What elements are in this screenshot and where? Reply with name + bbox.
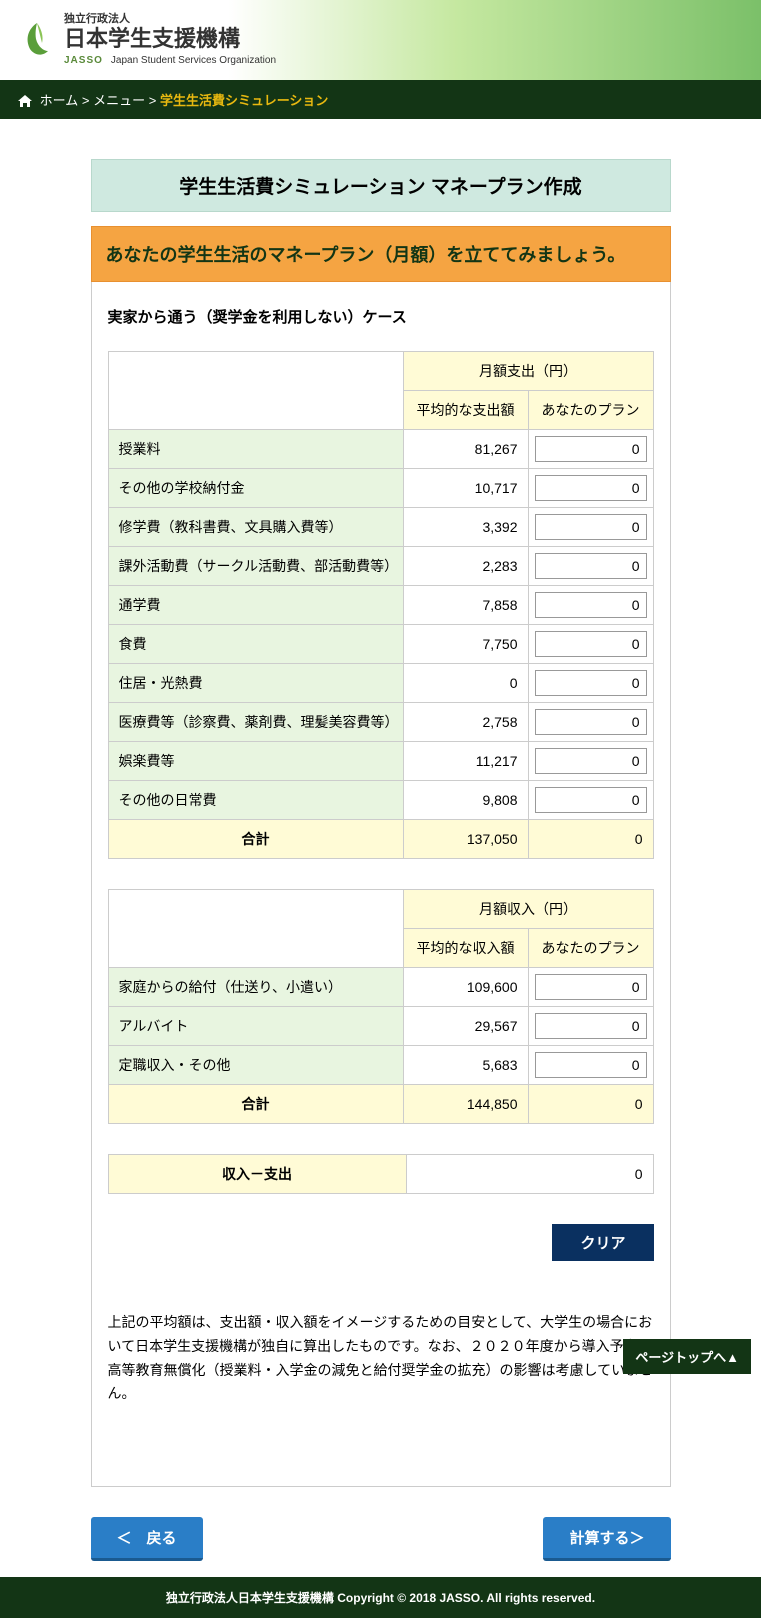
- logo[interactable]: 独立行政法人 日本学生支援機構 JASSO Japan Student Serv…: [20, 13, 276, 67]
- header: 独立行政法人 日本学生支援機構 JASSO Japan Student Serv…: [0, 0, 761, 80]
- org-small: 独立行政法人: [64, 13, 276, 26]
- expense-plan-input[interactable]: [535, 748, 647, 774]
- income-table: 月額収入（円） 平均的な収入額 あなたのプラン 家庭からの給付（仕送り、小遣い）…: [108, 889, 654, 1124]
- income-row-plan-cell: [528, 968, 653, 1007]
- income-total-label: 合計: [108, 1085, 403, 1124]
- main-content: 実家から通う（奨学金を利用しない）ケース 月額支出（円） 平均的な支出額 あなた…: [91, 282, 671, 1487]
- income-row-label: 家庭からの給付（仕送り、小遣い）: [108, 968, 403, 1007]
- expense-row-avg: 7,858: [403, 586, 528, 625]
- breadcrumb: ホーム > メニュー > 学生生活費シミュレーション: [0, 80, 761, 119]
- income-header-plan: あなたのプラン: [528, 929, 653, 968]
- income-row-plan-cell: [528, 1046, 653, 1085]
- expense-table: 月額支出（円） 平均的な支出額 あなたのプラン 授業料81,267その他の学校納…: [108, 351, 654, 859]
- expense-plan-input[interactable]: [535, 709, 647, 735]
- expense-row-avg: 3,392: [403, 508, 528, 547]
- expense-row-avg: 81,267: [403, 430, 528, 469]
- income-row-plan-cell: [528, 1007, 653, 1046]
- expense-plan-input[interactable]: [535, 436, 647, 462]
- logo-mark-icon: [20, 21, 54, 59]
- expense-header-avg: 平均的な支出額: [403, 391, 528, 430]
- case-label: 実家から通う（奨学金を利用しない）ケース: [108, 306, 654, 327]
- page-top-button[interactable]: ページトップへ▲: [623, 1339, 751, 1374]
- expense-plan-input[interactable]: [535, 553, 647, 579]
- expense-plan-input[interactable]: [535, 631, 647, 657]
- expense-row-plan-cell: [528, 703, 653, 742]
- expense-plan-input[interactable]: [535, 592, 647, 618]
- income-plan-input[interactable]: [535, 974, 647, 1000]
- expense-row-plan-cell: [528, 469, 653, 508]
- expense-row-avg: 0: [403, 664, 528, 703]
- expense-row-label: 通学費: [108, 586, 403, 625]
- expense-plan-input[interactable]: [535, 475, 647, 501]
- income-header-span: 月額収入（円）: [403, 890, 653, 929]
- expense-row-avg: 10,717: [403, 469, 528, 508]
- expense-total-avg: 137,050: [403, 820, 528, 859]
- expense-row-label: 課外活動費（サークル活動費、部活動費等）: [108, 547, 403, 586]
- expense-plan-input[interactable]: [535, 787, 647, 813]
- expense-row-avg: 2,283: [403, 547, 528, 586]
- expense-row-plan-cell: [528, 625, 653, 664]
- income-row-label: 定職収入・その他: [108, 1046, 403, 1085]
- breadcrumb-menu[interactable]: メニュー: [93, 93, 145, 108]
- expense-row-label: その他の日常費: [108, 781, 403, 820]
- expense-plan-input[interactable]: [535, 670, 647, 696]
- calc-button[interactable]: 計算する＞: [543, 1517, 670, 1561]
- note-text: 上記の平均額は、支出額・収入額をイメージするための目安として、大学生の場合におい…: [108, 1311, 654, 1406]
- page-title: 学生生活費シミュレーション マネープラン作成: [91, 159, 671, 212]
- expense-row-label: 医療費等（診察費、薬剤費、理髪美容費等）: [108, 703, 403, 742]
- expense-row-avg: 2,758: [403, 703, 528, 742]
- expense-row-plan-cell: [528, 508, 653, 547]
- breadcrumb-home[interactable]: ホーム: [40, 93, 79, 108]
- income-header-avg: 平均的な収入額: [403, 929, 528, 968]
- income-row-avg: 5,683: [403, 1046, 528, 1085]
- expense-row-avg: 9,808: [403, 781, 528, 820]
- expense-row-plan-cell: [528, 430, 653, 469]
- expense-row-plan-cell: [528, 781, 653, 820]
- expense-row-label: 住居・光熱費: [108, 664, 403, 703]
- back-button[interactable]: ＜ 戻る: [91, 1517, 203, 1561]
- expense-row-label: 授業料: [108, 430, 403, 469]
- income-row-avg: 109,600: [403, 968, 528, 1007]
- footer: 独立行政法人日本学生支援機構 Copyright © 2018 JASSO. A…: [0, 1577, 761, 1618]
- clear-button[interactable]: クリア: [552, 1224, 653, 1261]
- balance-value: 0: [406, 1155, 653, 1194]
- income-row-avg: 29,567: [403, 1007, 528, 1046]
- income-plan-input[interactable]: [535, 1052, 647, 1078]
- balance-table: 収入－支出 0: [108, 1154, 654, 1194]
- expense-row-label: その他の学校納付金: [108, 469, 403, 508]
- expense-row-label: 食費: [108, 625, 403, 664]
- income-total-plan: 0: [528, 1085, 653, 1124]
- income-plan-input[interactable]: [535, 1013, 647, 1039]
- breadcrumb-sep: >: [149, 93, 160, 108]
- org-name-en: Japan Student Services Organization: [111, 55, 276, 67]
- income-total-avg: 144,850: [403, 1085, 528, 1124]
- expense-plan-input[interactable]: [535, 514, 647, 540]
- expense-header-span: 月額支出（円）: [403, 352, 653, 391]
- org-tag: JASSO: [64, 55, 103, 67]
- expense-row-plan-cell: [528, 742, 653, 781]
- expense-header-plan: あなたのプラン: [528, 391, 653, 430]
- expense-row-plan-cell: [528, 664, 653, 703]
- balance-label: 収入－支出: [108, 1155, 406, 1194]
- org-name: 日本学生支援機構: [64, 26, 276, 52]
- breadcrumb-sep: >: [82, 93, 93, 108]
- expense-row-avg: 11,217: [403, 742, 528, 781]
- page-subtitle: あなたの学生生活のマネープラン（月額）を立ててみましょう。: [91, 226, 671, 282]
- expense-row-label: 修学費（教科書費、文具購入費等）: [108, 508, 403, 547]
- home-icon: [18, 95, 32, 107]
- expense-row-plan-cell: [528, 547, 653, 586]
- expense-row-label: 娯楽費等: [108, 742, 403, 781]
- expense-row-avg: 7,750: [403, 625, 528, 664]
- expense-total-plan: 0: [528, 820, 653, 859]
- expense-row-plan-cell: [528, 586, 653, 625]
- breadcrumb-current: 学生生活費シミュレーション: [160, 93, 328, 108]
- expense-total-label: 合計: [108, 820, 403, 859]
- income-row-label: アルバイト: [108, 1007, 403, 1046]
